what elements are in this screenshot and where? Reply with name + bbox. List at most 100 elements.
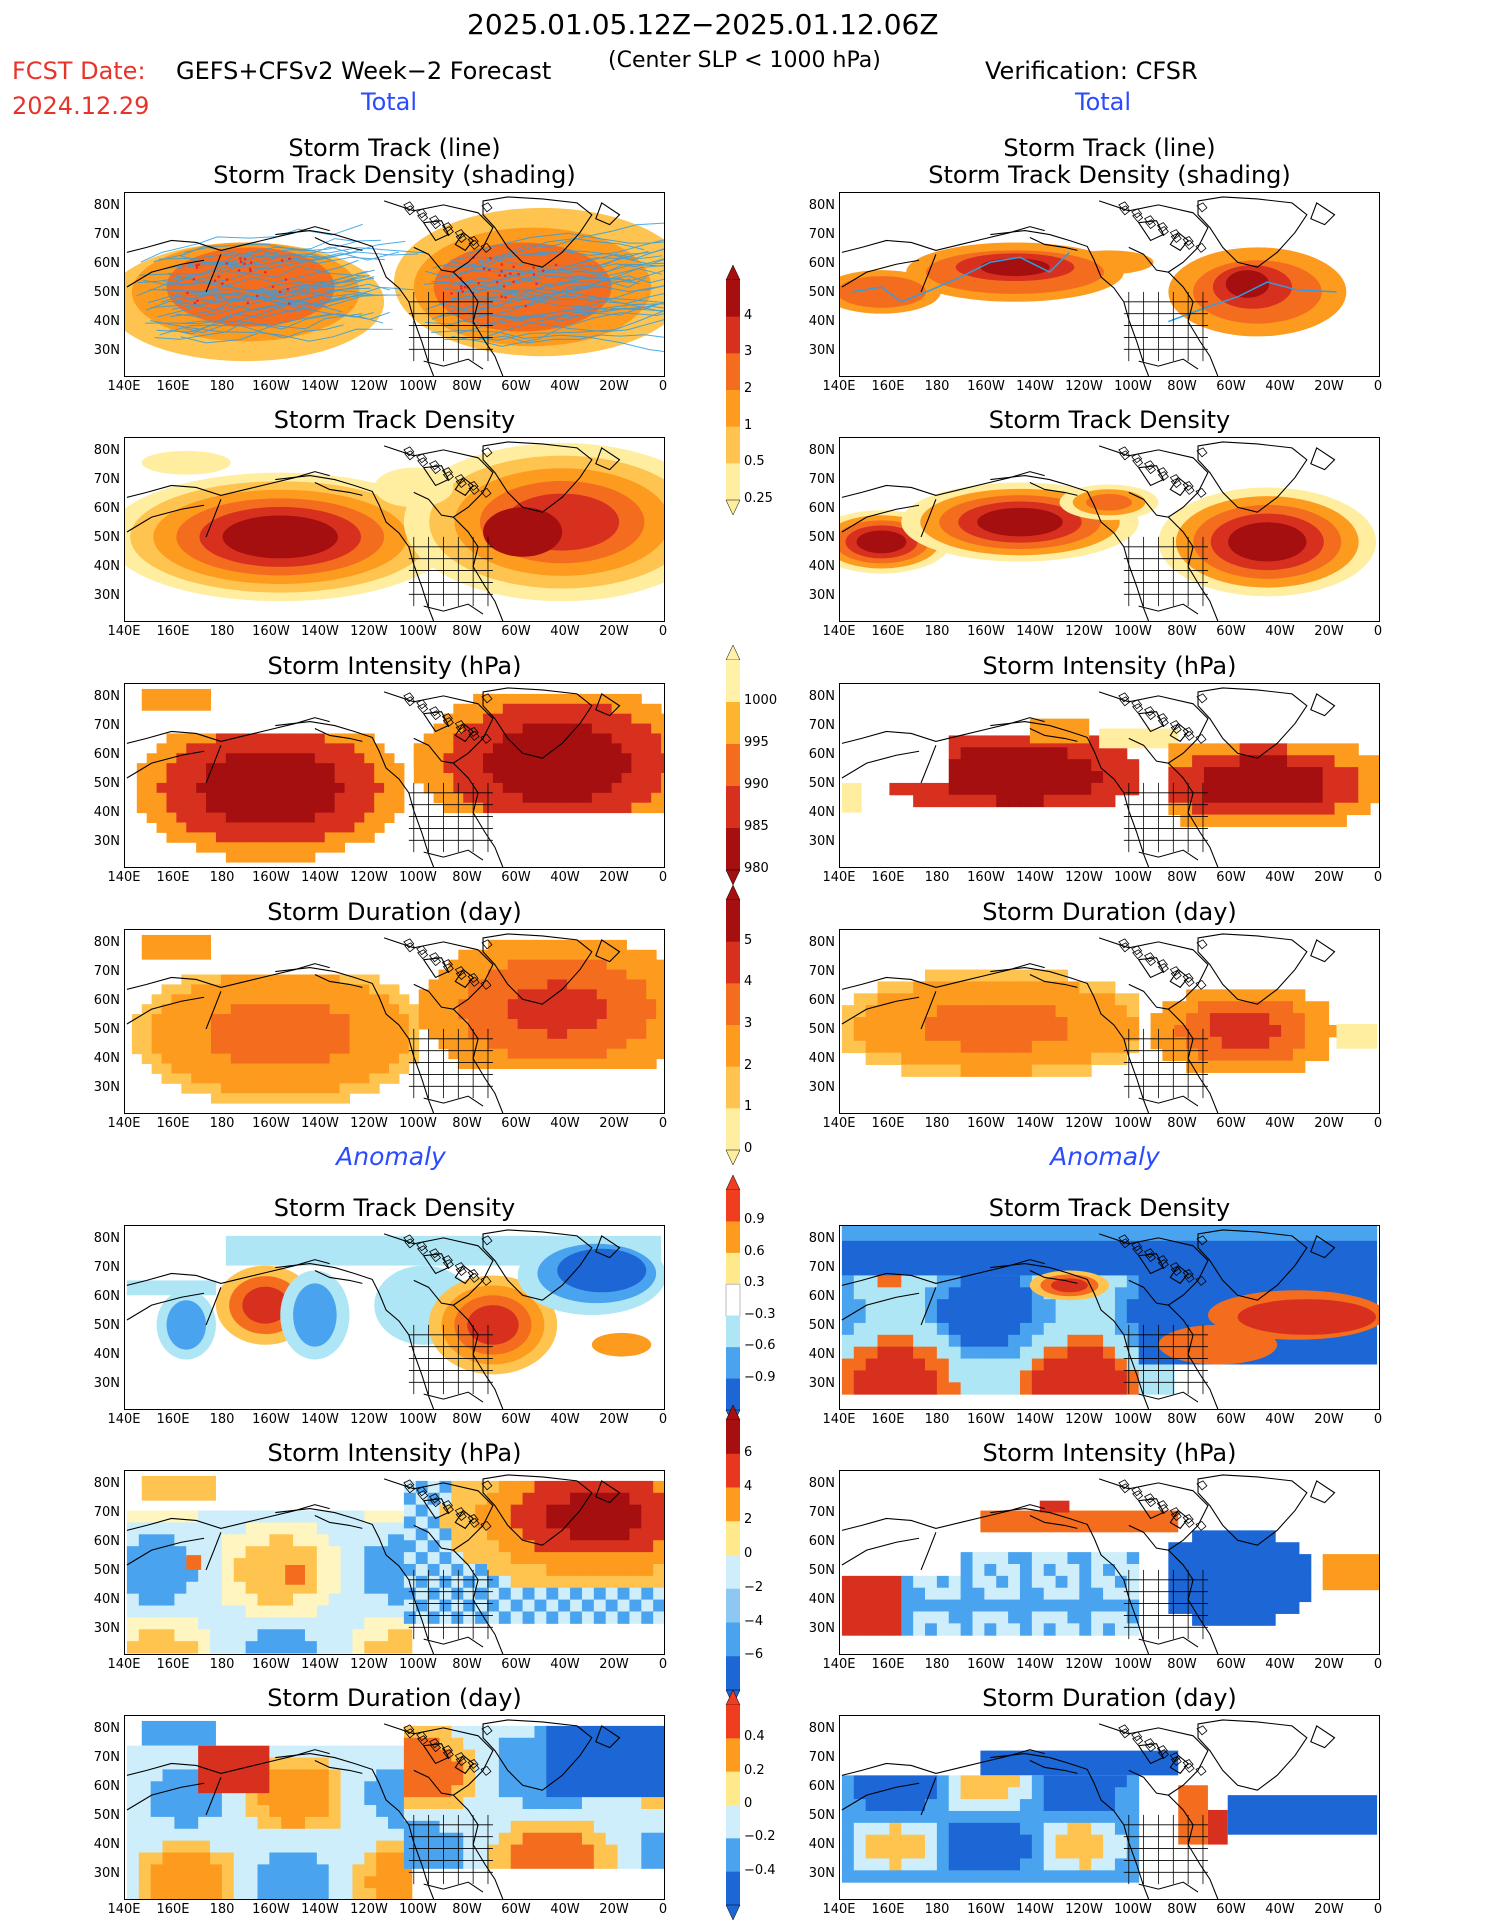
shading-cell [984, 1799, 997, 1812]
shading-cell [1281, 1048, 1294, 1062]
shading-cell [150, 1888, 164, 1899]
shading-cell [1251, 755, 1264, 768]
shading-cell [621, 763, 632, 774]
shading-cell [399, 1641, 413, 1654]
shading-cell [1292, 1024, 1306, 1038]
shading-cell [281, 1522, 294, 1535]
map-field [841, 1719, 1378, 1899]
shading-cell [651, 782, 662, 794]
shading-cell [552, 782, 563, 794]
shading-cell [546, 1599, 559, 1612]
shading-cell [492, 703, 504, 715]
shading-cell [552, 703, 563, 715]
shading-cell [374, 763, 385, 774]
shading-cell [255, 782, 266, 794]
shading-cell [512, 753, 524, 764]
lon-label: 100W [1114, 624, 1152, 639]
shading-cell [996, 1311, 1009, 1324]
shading-cell [206, 782, 217, 794]
shading-cell [570, 1856, 583, 1869]
shading-cell [1275, 778, 1288, 792]
shading-cell [487, 1019, 499, 1030]
shading-cell [186, 1769, 199, 1782]
colorbar-label: 4 [744, 1478, 753, 1494]
shading-cell [275, 763, 286, 774]
shading-cell [1008, 1575, 1021, 1589]
shading-cell [233, 1793, 247, 1806]
shading-cell [1257, 1001, 1270, 1014]
shading-cell [245, 822, 257, 833]
shading-cell [497, 949, 509, 961]
shading-cell [925, 1311, 938, 1324]
colorbar-swatch [726, 1656, 740, 1691]
shading-cell [636, 969, 647, 980]
shading-cell [641, 1528, 654, 1541]
shading-cell [641, 1785, 654, 1798]
shading-cell [1126, 1028, 1140, 1042]
shading-cell [853, 1775, 867, 1788]
shading-cell [364, 1558, 377, 1571]
shading-cell [605, 1856, 619, 1869]
shading-cell [960, 1322, 973, 1336]
shading-cell [138, 1745, 152, 1759]
map-panel-ianom-forecast [124, 1470, 665, 1655]
shading-cell [210, 1641, 223, 1654]
shading-cell [1091, 1599, 1104, 1612]
shading-cell [841, 1287, 855, 1300]
shading-cell [577, 1058, 588, 1069]
shading-cell [1043, 794, 1057, 808]
shading-cell [653, 1540, 664, 1553]
shading-cell [324, 832, 336, 843]
shading-cell [972, 771, 985, 784]
shading-cell [349, 1043, 360, 1055]
shading-cell [281, 1745, 294, 1759]
shading-cell [245, 753, 257, 764]
shading-cell [285, 733, 296, 744]
shading-cell [1346, 1554, 1359, 1567]
shading-cell [166, 812, 177, 823]
shading-cell [255, 743, 266, 754]
shading-cell [562, 792, 573, 804]
shading-cell [141, 1014, 153, 1025]
shading-cell [300, 1014, 311, 1025]
shading-cell [300, 984, 311, 995]
shading-cell [221, 1745, 235, 1759]
shading-cell [1103, 1552, 1116, 1565]
shading-cell [245, 773, 257, 784]
shading-cell [1269, 1036, 1282, 1050]
shading-cell [1031, 1299, 1045, 1312]
shading-cell [138, 1816, 152, 1830]
shading-cell [1103, 1299, 1116, 1312]
shading-cell [617, 1749, 630, 1762]
shading-cell [656, 999, 664, 1010]
shading-cell [984, 993, 997, 1006]
shading-cell [972, 1787, 985, 1800]
colorbar-swatch [726, 1315, 740, 1348]
shading-cell [841, 1028, 855, 1042]
shading-cell [984, 1822, 997, 1836]
shading-cell [398, 1063, 410, 1074]
shading-cell [1358, 778, 1371, 792]
shading-cell [1043, 1775, 1057, 1788]
shading-cell [641, 792, 652, 804]
shading-cell [415, 1820, 429, 1834]
shading-cell [211, 1033, 222, 1045]
shading-cell [1019, 993, 1033, 1006]
shading-cell [626, 1019, 637, 1030]
shading-cell [936, 1346, 950, 1360]
shading-cell [475, 1737, 488, 1751]
shading-cell [606, 979, 618, 990]
shading-cell [522, 733, 533, 744]
shading-cell [191, 1043, 202, 1055]
shading-cell [230, 1014, 242, 1025]
shading-cell [591, 733, 603, 744]
shading-cell [364, 1816, 377, 1830]
shading-cell [275, 743, 286, 754]
shading-cell [601, 782, 613, 794]
shading-cell [280, 1004, 291, 1015]
shading-cell [572, 802, 583, 814]
shading-cell [427, 1552, 441, 1565]
colorbar-swatch [726, 1838, 740, 1873]
colorbar-swatch [726, 1453, 740, 1488]
shading-cell [1019, 1587, 1033, 1601]
